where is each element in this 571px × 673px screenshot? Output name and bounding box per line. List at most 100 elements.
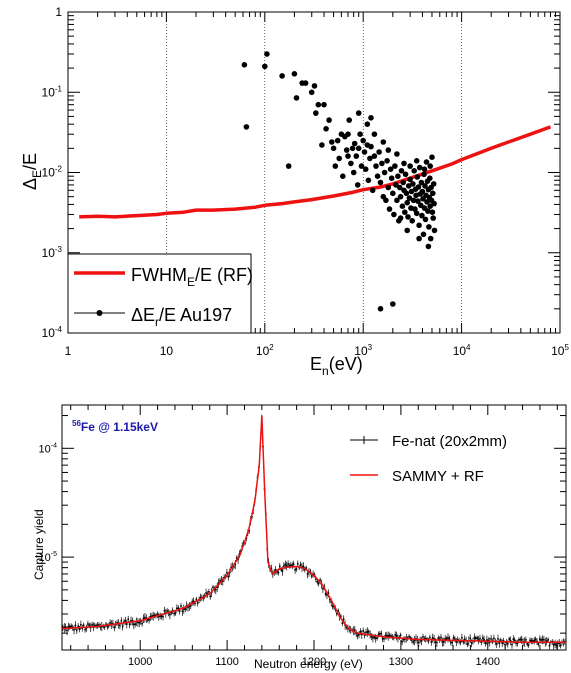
au197-point (415, 198, 421, 204)
fe-nat-point (362, 630, 364, 632)
top-x-tick-label: 1 (65, 344, 72, 358)
fe-nat-point (142, 617, 145, 620)
fe-nat-point (404, 638, 406, 641)
fe-nat-point (292, 563, 295, 565)
au197-point (413, 158, 420, 164)
fe-nat-point (434, 641, 437, 644)
fe-nat-point (545, 640, 548, 642)
fe-nat-point (490, 638, 492, 640)
fe-nat-point (390, 635, 392, 637)
fe-nat-point (359, 630, 362, 633)
top-chart: 1 10 102 103 104 105 10-4 10-3 10-2 10-1 1 FWHME/… (20, 5, 569, 378)
fe-nat-point (477, 639, 480, 641)
au197-point (402, 171, 409, 178)
au197-point (361, 149, 368, 155)
fe-nat-point (366, 631, 369, 633)
fe-nat-point (222, 580, 224, 582)
top-x-axis-title: En(eV) (310, 354, 363, 378)
fe-nat-point (163, 609, 166, 612)
fe-nat-point (330, 601, 332, 603)
fe-nat-point (290, 564, 292, 566)
au197-point (371, 153, 378, 159)
fe-nat-point (418, 641, 420, 644)
au197-point (369, 187, 376, 194)
fe-nat-point (159, 615, 161, 617)
bottom-x-tick-label: 1300 (389, 656, 413, 668)
fe-nat-point (374, 637, 377, 639)
fe-nat-point (137, 621, 139, 624)
fe-nat-point (399, 634, 402, 637)
au197-point (419, 188, 426, 195)
au197-point (345, 131, 351, 137)
fe-nat-point (497, 638, 499, 640)
au197-point (377, 306, 384, 312)
fe-nat-point (306, 573, 309, 575)
au197-point (348, 160, 354, 167)
fe-nat-point (270, 567, 273, 570)
fe-nat-point (109, 622, 111, 624)
au197-point (336, 155, 343, 162)
fe-nat-point (169, 613, 171, 616)
fe-nat-point (380, 632, 383, 635)
top-y-tick-label: 10-1 (42, 84, 63, 99)
fe-nat-point (87, 623, 89, 625)
au197-point (311, 83, 318, 89)
au197-point (368, 143, 374, 150)
fe-nat-point (480, 641, 483, 643)
fe-nat-point (372, 637, 374, 639)
au197-point (293, 95, 300, 101)
fe-nat-point (88, 624, 91, 627)
rf-resolution-line (79, 125, 552, 219)
fe-nat-point (121, 625, 124, 628)
au197-point (374, 173, 381, 179)
fe-nat-point (495, 643, 498, 645)
fe-nat-point (76, 629, 78, 632)
au197-point (410, 197, 417, 204)
au197-point (409, 218, 416, 224)
au197-point (425, 208, 431, 214)
fe-nat-point (284, 563, 287, 566)
fe-nat-point (536, 640, 538, 643)
fe-nat-point (177, 607, 180, 610)
fe-nat-point (448, 637, 451, 640)
au197-point (321, 101, 327, 108)
bottom-x-axis-title: Neutron energy (eV) (254, 657, 363, 671)
fe-nat-point (184, 608, 186, 610)
fe-nat-point (547, 638, 549, 641)
au197-point (357, 131, 363, 137)
fe-nat-point (341, 622, 344, 624)
au197-point (387, 166, 394, 172)
fe-nat-point (62, 626, 64, 629)
fe-nat-point (559, 644, 562, 647)
fe-nat-point (291, 564, 294, 567)
legend-sammy-label: SAMMY + RF (392, 468, 484, 485)
fe-nat-point (103, 626, 106, 628)
fe-nat-point (548, 644, 551, 647)
fe-nat-point (234, 563, 237, 566)
au197-point (313, 110, 319, 116)
fe-nat-point (501, 642, 503, 644)
fe-nat-point (379, 633, 381, 635)
fe-nat-point (277, 571, 280, 574)
fe-nat-point (555, 644, 558, 646)
au197-point (427, 235, 434, 242)
fe-nat-point (402, 638, 405, 640)
fe-nat-point (534, 638, 537, 641)
fe-nat-point (411, 639, 413, 641)
fe-nat-point (126, 623, 128, 625)
fe-nat-point (209, 595, 211, 598)
au197-point (429, 209, 436, 215)
fe-nat-point (299, 564, 302, 566)
fe-nat-point (173, 612, 175, 615)
fe-nat-point (373, 636, 376, 638)
au197-point (406, 195, 413, 201)
fe-nat-point (557, 642, 559, 644)
fe-nat-point (519, 638, 522, 641)
fe-nat-point (440, 636, 442, 639)
fe-nat-point (466, 643, 469, 645)
top-y-tick-label: 1 (55, 5, 62, 19)
fe-nat-point (217, 582, 220, 584)
fe-nat-point (450, 641, 452, 644)
fe-nat-point (336, 612, 338, 615)
fe-nat-point (128, 623, 131, 626)
